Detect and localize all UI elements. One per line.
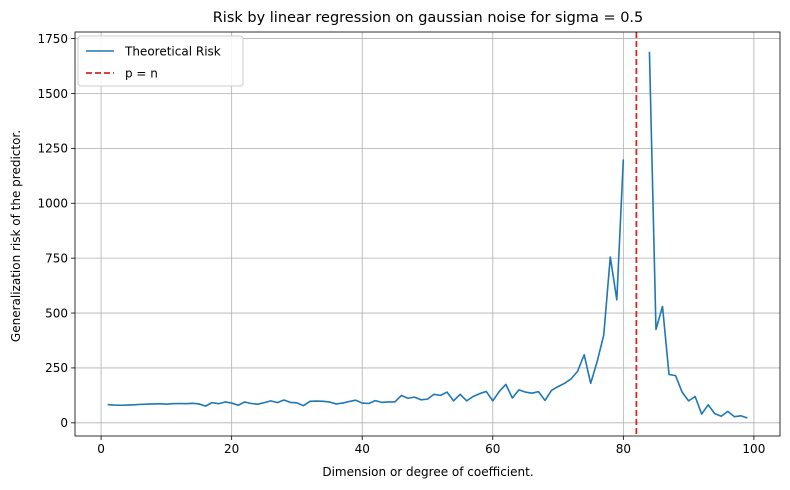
x-tick-label: 60 bbox=[485, 442, 500, 456]
x-axis-label: Dimension or degree of coefficient. bbox=[322, 465, 533, 479]
y-axis: 0 250 500 750 1000 1250 1500 1750 bbox=[37, 32, 75, 430]
x-tick-label: 40 bbox=[355, 442, 370, 456]
y-axis-label: Generalization risk of the predictor. bbox=[9, 130, 23, 342]
y-tick-label: 750 bbox=[45, 251, 68, 265]
x-axis: 0 20 40 60 80 100 bbox=[97, 436, 765, 456]
y-tick-label: 250 bbox=[45, 361, 68, 375]
y-tick-label: 1500 bbox=[37, 87, 68, 101]
x-tick-label: 0 bbox=[97, 442, 105, 456]
y-tick-label: 500 bbox=[45, 306, 68, 320]
y-tick-label: 1000 bbox=[37, 197, 68, 211]
plot-area bbox=[107, 32, 748, 436]
x-tick-label: 100 bbox=[742, 442, 765, 456]
y-tick-label: 1750 bbox=[37, 32, 68, 46]
axes-frame bbox=[74, 31, 781, 437]
x-tick-label: 20 bbox=[224, 442, 239, 456]
legend-box bbox=[77, 35, 244, 87]
grid bbox=[75, 32, 780, 436]
y-tick-label: 0 bbox=[60, 416, 68, 430]
chart-title: Risk by linear regression on gaussian no… bbox=[213, 10, 644, 26]
series-line-theoretical-risk bbox=[107, 51, 748, 419]
y-tick-label: 1250 bbox=[37, 142, 68, 156]
legend: Theoretical Risk p = n bbox=[77, 35, 244, 87]
legend-label-p-equals-n: p = n bbox=[125, 67, 158, 81]
legend-label-theoretical-risk: Theoretical Risk bbox=[124, 45, 221, 59]
x-tick-label: 80 bbox=[616, 442, 631, 456]
